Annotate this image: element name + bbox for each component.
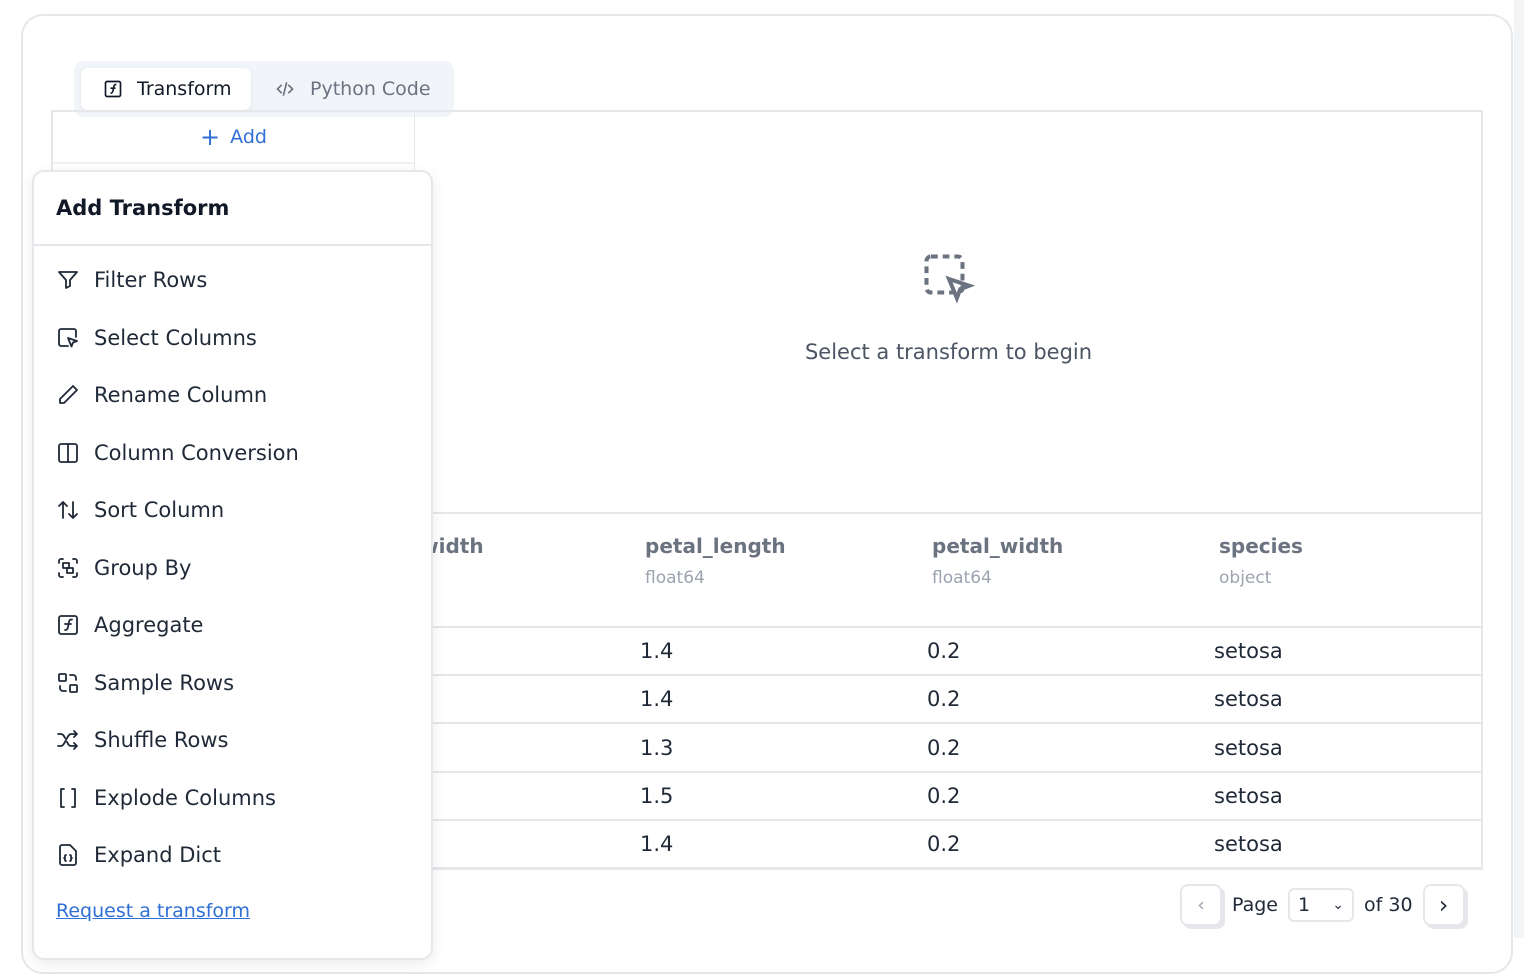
tab-label: Transform: [137, 78, 232, 100]
menu-item-sample-rows[interactable]: Sample Rows: [56, 671, 234, 695]
menu-item-label: Select Columns: [94, 325, 257, 350]
table-cell: 1.4: [640, 832, 674, 857]
table-row: 1.3 0.2 setosa: [414, 725, 1482, 773]
table-cell: 0.2: [927, 639, 961, 663]
table-row: 1.4 0.2 setosa: [414, 676, 1482, 725]
table-cell: 1.4: [640, 687, 674, 712]
table-cell: 1.4: [640, 639, 674, 663]
page-select-value: 1: [1298, 894, 1311, 916]
tab-python-code[interactable]: Python Code: [274, 68, 431, 110]
tab-label: Python Code: [310, 78, 431, 100]
file-json-icon: [59, 844, 77, 866]
function-square-icon: [104, 80, 122, 98]
empty-state-text: Select a transform to begin: [804, 340, 1093, 364]
sort-arrows-icon: [58, 501, 78, 519]
column-header[interactable]: petal_width float64: [932, 534, 1064, 588]
prev-page-button[interactable]: ‹: [1180, 884, 1222, 926]
menu-item-group-by[interactable]: Group By: [56, 556, 191, 580]
table-cell: 0.2: [927, 687, 961, 712]
table-cell: 1.5: [640, 783, 674, 808]
next-page-button[interactable]: ›: [1422, 884, 1465, 926]
page-select[interactable]: 1 ⌄: [1288, 888, 1354, 922]
code-icon: [276, 82, 294, 96]
tab-transform[interactable]: Transform: [81, 68, 251, 110]
menu-item-sort-column[interactable]: Sort Column: [56, 498, 224, 522]
menu-item-explode-columns[interactable]: Explode Columns: [56, 786, 276, 810]
column-header[interactable]: species object: [1219, 534, 1303, 588]
select-cursor-icon: [58, 327, 78, 347]
menu-item-label: Aggregate: [94, 613, 204, 637]
menu-item-select-columns[interactable]: Select Columns: [56, 326, 257, 350]
table-cell: 1.3: [640, 735, 674, 760]
table-cell: setosa: [1214, 639, 1283, 663]
group-icon: [58, 557, 78, 578]
add-label: Add: [230, 126, 267, 148]
table-cell: 0.2: [927, 832, 961, 857]
tab-bar: Transform Python Code: [74, 61, 454, 117]
table-row: 1.5 0.2 setosa: [414, 773, 1482, 821]
menu-item-filter-rows[interactable]: Filter Rows: [56, 268, 207, 292]
menu-item-shuffle-rows[interactable]: Shuffle Rows: [56, 728, 228, 752]
chevron-right-icon: ›: [1438, 891, 1449, 919]
table-cell: setosa: [1214, 783, 1283, 808]
menu-item-aggregate[interactable]: Aggregate: [56, 613, 203, 637]
columns-icon: [58, 442, 78, 463]
menu-item-label: Shuffle Rows: [94, 728, 229, 752]
preview-panel: Select a transform to begin sepal_widthf…: [350, 110, 1483, 870]
scrollbar[interactable]: [1514, 0, 1524, 938]
menu-item-label: Filter Rows: [94, 268, 208, 292]
add-transform-dropdown: Add Transform Filter Rows Select Columns R…: [32, 170, 433, 960]
menu-item-label: Rename Column: [94, 383, 268, 407]
chevron-left-icon: ‹: [1197, 894, 1205, 916]
chevron-down-icon: ⌄: [1332, 897, 1344, 913]
table-cell: 0.2: [927, 735, 961, 760]
table-cell: 0.2: [927, 783, 961, 808]
table-cell: setosa: [1214, 832, 1283, 857]
table-row: 1.4 0.2 setosa: [414, 628, 1482, 676]
request-transform-link[interactable]: Request a transform: [56, 900, 251, 922]
menu-item-label: Explode Columns: [94, 785, 276, 810]
page-label: Page: [1232, 894, 1278, 916]
table-cell: setosa: [1214, 735, 1283, 760]
menu-item-column-conversion[interactable]: Column Conversion: [56, 441, 299, 465]
menu-item-label: Column Conversion: [94, 440, 299, 465]
menu-item-rename-column[interactable]: Rename Column: [56, 383, 267, 407]
brackets-icon: [60, 787, 76, 808]
menu-item-label: Sort Column: [94, 498, 225, 522]
plus-icon: +: [200, 123, 221, 151]
page-count: of 30: [1364, 894, 1413, 916]
menu-item-expand-dict[interactable]: Expand Dict: [56, 843, 221, 867]
dashed-selection-cursor-icon: [924, 254, 976, 304]
add-transform-button[interactable]: + Add: [53, 112, 414, 164]
filter-icon: [58, 271, 78, 289]
table-row: 1.4 0.2 setosa: [414, 821, 1482, 870]
menu-item-label: Group By: [94, 555, 192, 580]
shuffle-icon: [57, 730, 78, 750]
dropdown-title: Add Transform: [34, 172, 431, 246]
sample-icon: [58, 672, 78, 693]
menu-item-label: Expand Dict: [94, 843, 221, 867]
menu-item-label: Sample Rows: [94, 670, 235, 695]
column-header[interactable]: petal_length float64: [645, 534, 786, 588]
pencil-icon: [59, 385, 78, 404]
pagination: ‹ Page 1 ⌄ of 30 ›: [1180, 884, 1465, 926]
function-square-icon: [58, 615, 78, 635]
table-cell: setosa: [1214, 687, 1283, 712]
